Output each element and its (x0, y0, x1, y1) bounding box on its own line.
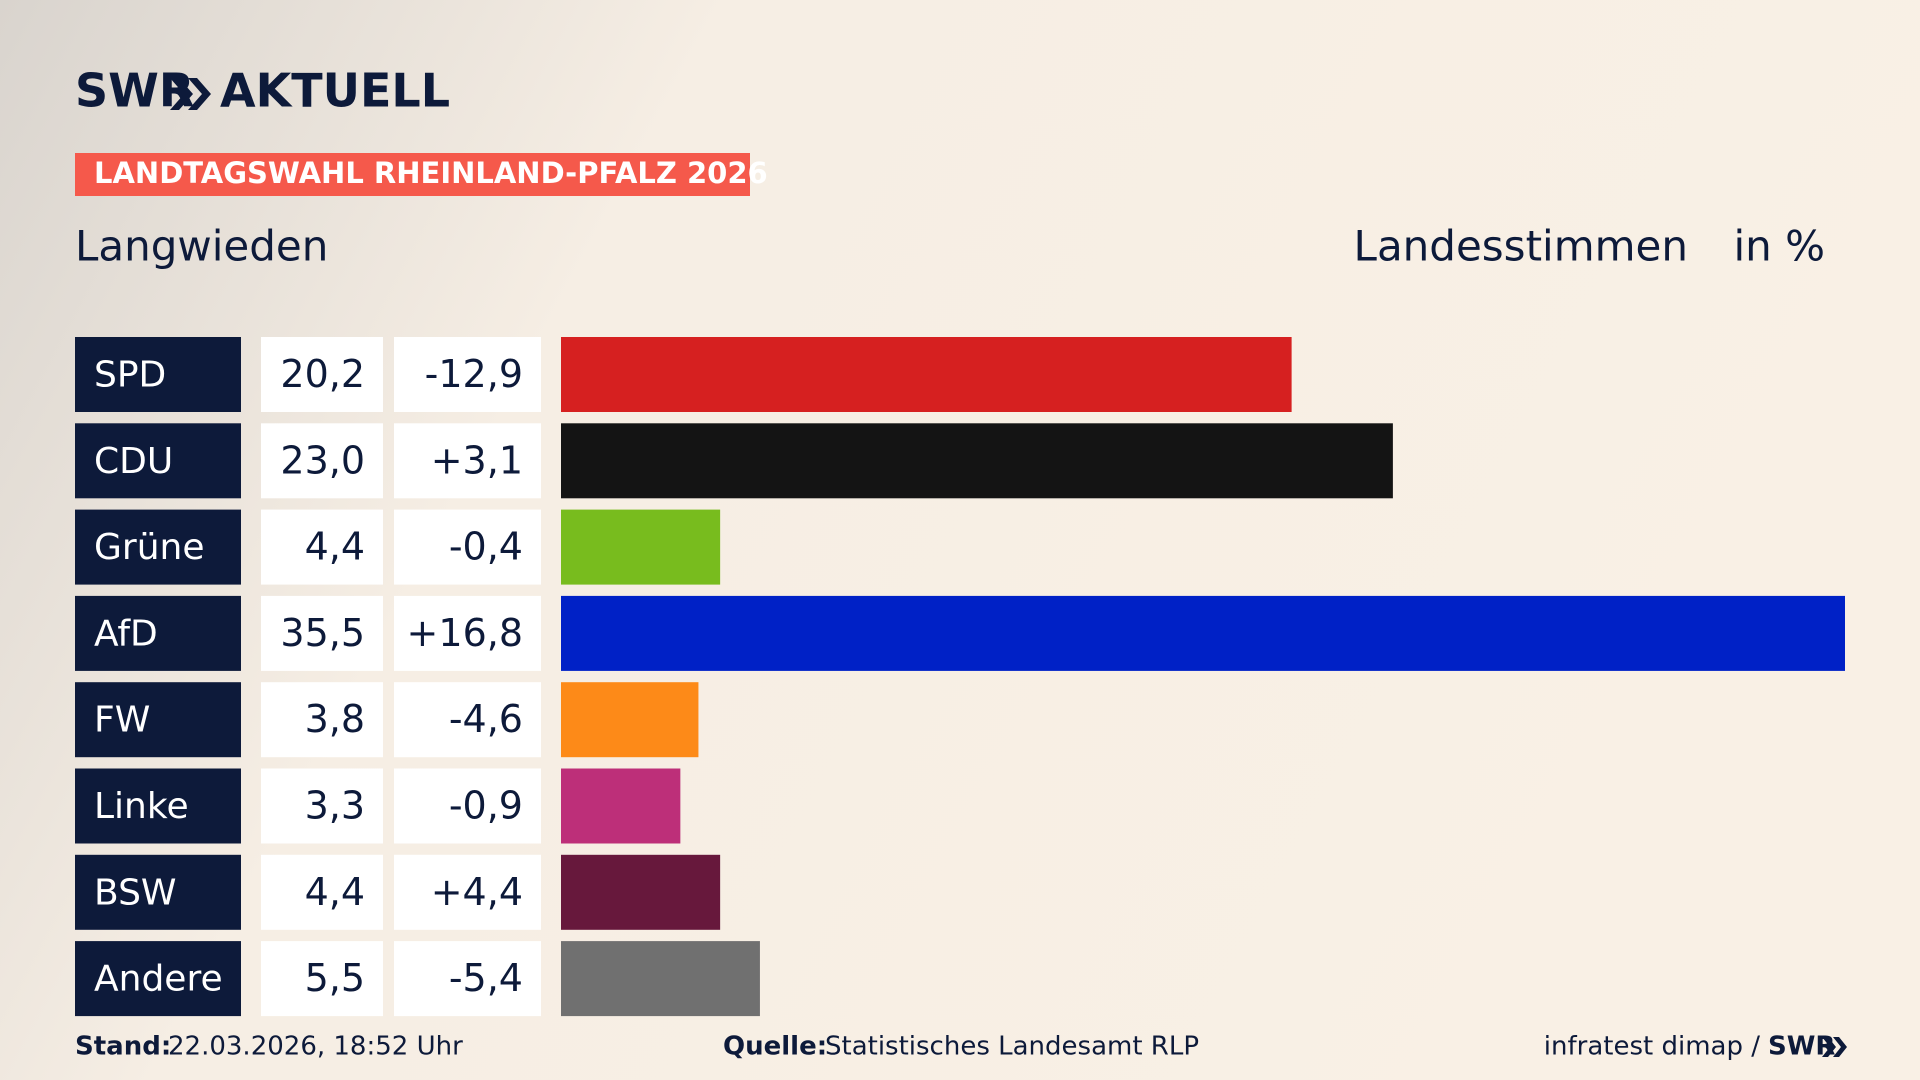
name-cell (75, 941, 241, 1017)
value-cell (261, 423, 383, 499)
bar (561, 509, 721, 585)
bar (561, 941, 760, 1017)
value-cell (261, 682, 383, 758)
name-cell (75, 509, 241, 585)
change-label: -4,6 (449, 697, 523, 741)
change-label: +16,8 (407, 611, 523, 655)
bar (561, 768, 681, 844)
credit: infratest dimap / (1544, 1032, 1760, 1062)
value-label: 3,3 (305, 784, 365, 828)
change-label: -5,4 (449, 956, 523, 1000)
name-cell (75, 854, 241, 930)
change-cell (394, 337, 541, 412)
change-cell (394, 854, 541, 930)
value-label: 23,0 (280, 438, 365, 482)
name-cell (75, 768, 241, 844)
party-label: AfD (94, 613, 158, 654)
change-label: +4,4 (431, 870, 523, 914)
name-cell (75, 682, 241, 758)
party-label: BSW (94, 872, 177, 913)
value-label: 4,4 (305, 870, 365, 914)
party-label: SPD (94, 355, 166, 396)
bar (561, 595, 1845, 671)
source-label: Quelle: (723, 1032, 827, 1062)
source: Statistisches Landesamt RLP (825, 1032, 1199, 1062)
chart-title: Langwieden (75, 222, 328, 271)
value-cell (261, 337, 383, 412)
value-cell (261, 768, 383, 844)
kicker: LANDTAGSWAHL RHEINLAND-PFALZ 2026 (94, 156, 768, 190)
change-label: +3,1 (431, 438, 523, 482)
value-label: 35,5 (280, 611, 365, 655)
logo-chevrons (170, 78, 211, 110)
change-cell (394, 509, 541, 585)
party-label: Andere (94, 959, 223, 1000)
bar (561, 423, 1393, 499)
stand-label: Stand: (75, 1032, 171, 1062)
value-cell (261, 595, 383, 671)
bar (561, 854, 721, 930)
name-cell (75, 337, 241, 412)
value-label: 4,4 (305, 525, 365, 569)
change-label: -0,4 (449, 525, 523, 569)
subtitle: Landesstimmen (1354, 222, 1688, 271)
change-cell (394, 423, 541, 499)
name-cell (75, 423, 241, 499)
credit-chevrons (1822, 1037, 1847, 1057)
value-label: 20,2 (280, 352, 365, 396)
value-cell (261, 854, 383, 930)
change-cell (394, 682, 541, 758)
party-label: Linke (94, 786, 189, 827)
change-label: -12,9 (425, 352, 523, 396)
party-label: CDU (94, 441, 173, 482)
value-cell (261, 509, 383, 585)
change-cell (394, 768, 541, 844)
party-label: Grüne (94, 527, 204, 568)
logo-suffix: AKTUELL (220, 64, 450, 118)
value-label: 5,5 (305, 956, 365, 1000)
change-label: -0,9 (449, 784, 523, 828)
value-label: 3,8 (305, 697, 365, 741)
party-label: FW (94, 700, 150, 741)
change-cell (394, 595, 541, 671)
kicker-box (75, 153, 750, 196)
bar (561, 337, 1292, 412)
change-cell (394, 941, 541, 1017)
unit: in % (1733, 222, 1825, 271)
bar (561, 682, 699, 758)
stand: 22.03.2026, 18:52 Uhr (168, 1032, 463, 1062)
value-cell (261, 941, 383, 1017)
name-cell (75, 595, 241, 671)
